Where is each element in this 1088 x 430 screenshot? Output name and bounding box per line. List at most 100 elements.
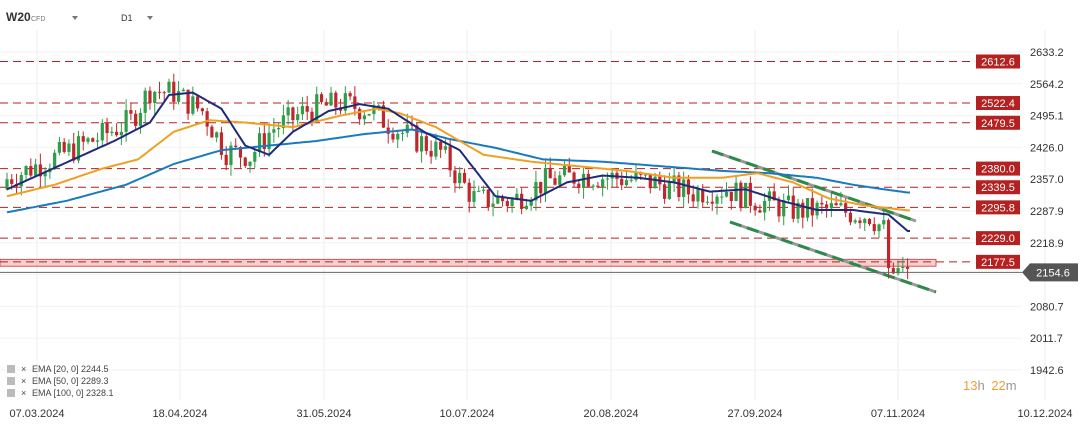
candle-body [72,143,76,161]
candle-body [553,178,557,185]
price-tick-label: 2011.7 [1030,333,1063,345]
candle-body [243,157,247,166]
trend-channel[interactable] [711,149,937,294]
candle-body [901,266,905,269]
horizontal-levels[interactable]: 2612.6 2522.4 2479.5 2380.0 2339.5 2295.8 2229… [0,54,1020,269]
candle-body [148,90,152,104]
candle-body [448,146,452,171]
price-tick-label: 2357.0 [1030,174,1064,186]
candle-body [386,127,390,134]
date-tick-label: 18.04.2024 [152,408,207,420]
legend-settings-icon[interactable] [7,389,15,397]
candle-body [315,94,319,121]
candle-body [305,106,309,112]
legend-entry: EMA [50, 0] 2289.3 [32,376,109,386]
candle-body [415,125,419,152]
candle-body [534,181,538,201]
candle-body [896,268,900,274]
candle-body [176,91,181,102]
candle-body [439,141,443,150]
legend-close-icon[interactable]: × [21,388,26,398]
current-price-badge [1022,263,1078,282]
candle-body [62,141,66,152]
candle-body [210,126,214,138]
candle-body [744,182,748,209]
candle-body [715,196,719,204]
candle-body [53,152,57,169]
candle-body [114,131,119,136]
candle-body [496,196,500,204]
candle-body [520,193,524,209]
candle-body [701,189,705,203]
candle-body [844,203,848,213]
date-tick-label: 20.08.2024 [583,408,638,420]
date-tick-label: 07.03.2024 [9,408,64,420]
time-axis[interactable]: 07.03.2024 18.04.2024 31.05.2024 10.07.2024… [9,408,1072,420]
candle-body [167,81,171,93]
candle-body [348,93,352,97]
candle-body [481,189,486,191]
candle-body [848,212,853,223]
timeframe-label[interactable]: D1 [121,13,133,23]
candle-body [43,172,47,177]
current-price-marker: 2154.6 [0,263,1078,282]
candle-body [515,193,519,200]
candle-body [129,110,133,114]
candle-body [648,174,652,189]
candle-body [119,131,123,136]
candle-body [777,200,781,217]
candle-body [424,136,428,151]
candle-body [867,218,872,225]
candle-body [396,133,400,140]
date-tick-label: 27.09.2024 [727,408,782,420]
date-tick-label: 07.11.2024 [871,408,925,420]
symbol-dropdown-icon[interactable] [72,16,78,20]
candle-body [510,199,514,206]
symbol-label[interactable]: W20 [6,10,31,24]
candle-body [825,204,829,209]
candle-body [172,81,176,102]
candle-body [362,115,366,120]
candle-body [81,136,85,142]
candle-body [262,133,266,150]
candle-body [267,132,271,150]
candle-body [95,140,100,142]
ema20-line [6,91,910,232]
candle-body [334,92,338,108]
candle-body [196,96,200,109]
level-label: 2177.5 [981,257,1015,269]
candle-body [682,179,686,198]
level-label: 2479.5 [981,118,1015,130]
date-tick-label: 10.07.2024 [439,408,494,420]
level-label: 2380.0 [981,164,1015,176]
candle-body [281,115,285,129]
channel-line[interactable] [729,220,937,294]
legend-settings-icon[interactable] [7,365,15,373]
legend-settings-icon[interactable] [7,377,15,385]
support-zone [0,258,937,267]
candle-body [458,172,462,184]
level-badge [976,200,1020,215]
candle-body [234,145,238,147]
timeframe-dropdown-icon[interactable] [147,16,153,20]
candle-body [634,172,638,180]
candle-body [429,150,433,157]
candle-body [405,124,409,133]
candle-body [200,108,204,112]
support-zone-rect[interactable] [0,258,937,267]
legend-close-icon[interactable]: × [21,376,26,386]
price-axis[interactable]: 2633.2 2564.2 2495.1 2426.0 2357.0 2287.9 2218… [1030,47,1064,377]
candle-body [38,164,42,177]
candle-body [124,110,128,132]
candle-body [548,167,552,179]
legend-close-icon[interactable]: × [21,364,26,374]
level-badge [976,115,1020,130]
candle-body [10,179,14,184]
candle-body [820,202,824,205]
candle-body [257,133,262,153]
indicator-legend: × EMA [20, 0] 2244.5 × EMA [50, 0] 2289.3 × E… [7,364,114,398]
level-label: 2339.5 [981,182,1015,194]
candle-body [296,114,300,121]
